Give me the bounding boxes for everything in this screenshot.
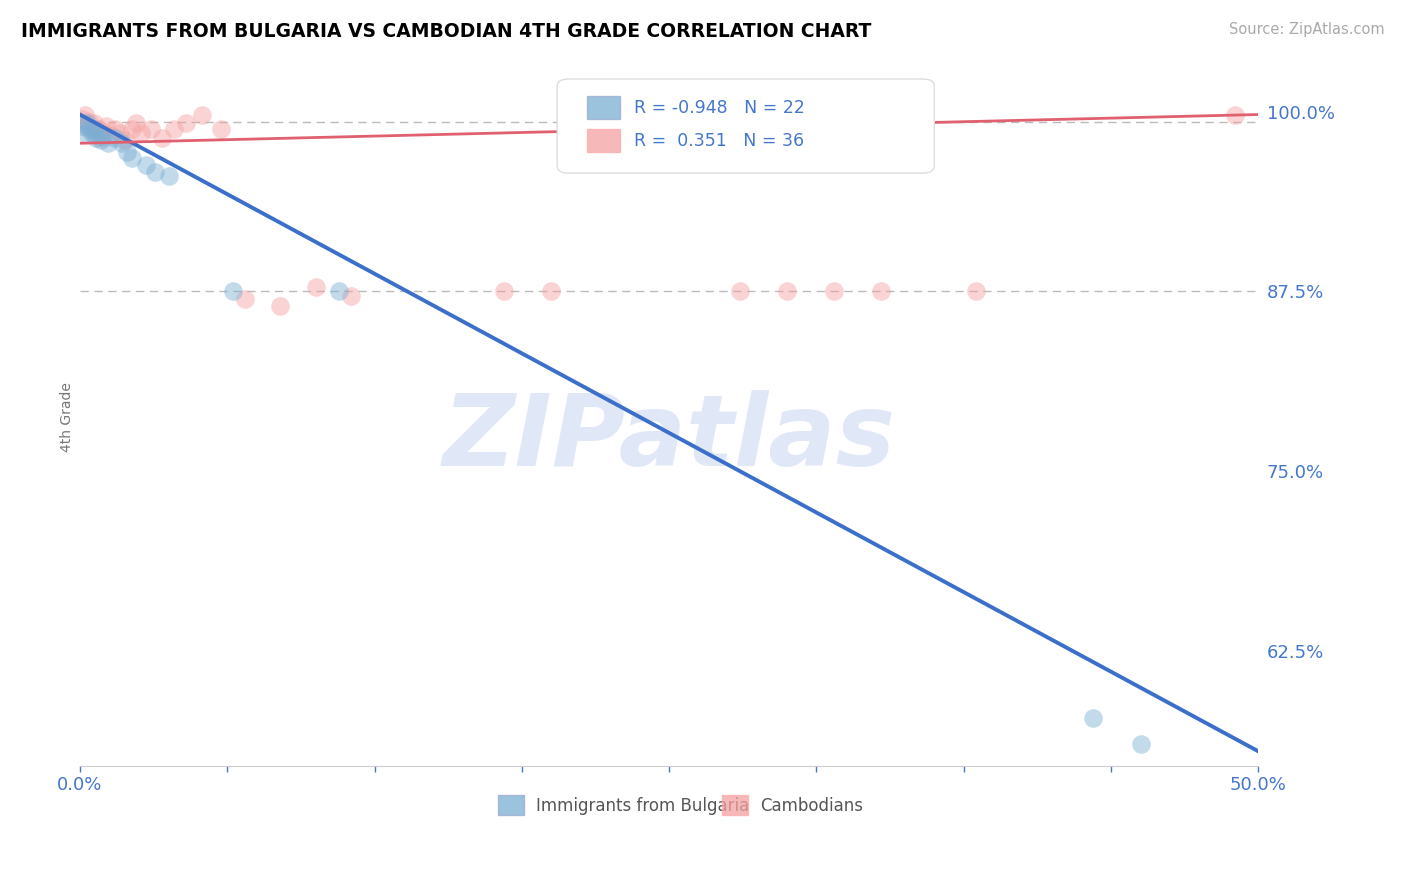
Point (222, 285, 245, 299)
Point (93, 125, 115, 139)
Point (1223, 107, 1246, 121)
Point (494, 285, 516, 299)
Point (86, 126, 108, 140)
Point (76, 116, 98, 130)
Point (159, 169, 181, 184)
Point (94, 119, 117, 133)
Point (80, 126, 103, 140)
Point (100, 129, 122, 144)
Text: R = -0.948   N = 22: R = -0.948 N = 22 (634, 99, 804, 117)
Point (83, 116, 105, 130)
Point (79, 114, 101, 128)
FancyBboxPatch shape (557, 79, 935, 173)
Point (965, 285, 987, 299)
Point (129, 126, 152, 140)
Point (776, 285, 799, 299)
Point (1083, 711, 1105, 725)
Point (269, 299, 291, 313)
Text: ZIPatlas: ZIPatlas (443, 390, 896, 486)
Point (108, 126, 131, 140)
Point (104, 130, 127, 145)
FancyBboxPatch shape (498, 795, 524, 814)
Point (150, 130, 173, 145)
Point (104, 122, 127, 136)
Point (870, 285, 893, 299)
Point (79, 122, 101, 136)
Point (174, 116, 197, 130)
Point (87, 126, 110, 140)
Point (90, 130, 112, 145)
Point (97, 136, 120, 151)
Point (728, 285, 751, 299)
Text: IMMIGRANTS FROM BULGARIA VS CAMBODIAN 4TH GRADE CORRELATION CHART: IMMIGRANTS FROM BULGARIA VS CAMBODIAN 4T… (21, 22, 872, 41)
Text: Immigrants from Bulgaria: Immigrants from Bulgaria (536, 797, 749, 815)
Point (111, 136, 134, 151)
Point (86, 130, 108, 145)
Point (163, 122, 186, 136)
Point (87, 122, 110, 136)
Point (90, 133, 112, 147)
Point (73, 126, 96, 140)
Point (139, 122, 162, 136)
Y-axis label: 4th Grade: 4th Grade (60, 382, 75, 452)
Point (143, 165, 166, 179)
Point (135, 158, 157, 172)
Text: Source: ZipAtlas.com: Source: ZipAtlas.com (1229, 22, 1385, 37)
Point (80, 122, 103, 136)
Point (1129, 737, 1152, 751)
Point (328, 285, 350, 299)
FancyBboxPatch shape (586, 129, 620, 153)
FancyBboxPatch shape (586, 96, 620, 120)
Point (823, 285, 845, 299)
Point (115, 145, 138, 159)
Point (121, 151, 143, 165)
Point (340, 288, 363, 302)
Point (93, 129, 115, 144)
Point (540, 285, 562, 299)
Point (125, 116, 148, 130)
Text: R =  0.351   N = 36: R = 0.351 N = 36 (634, 132, 804, 150)
Point (70, 112, 93, 126)
Point (76, 119, 98, 133)
Point (73, 107, 96, 121)
Point (209, 122, 232, 136)
Point (233, 292, 256, 306)
Point (304, 280, 326, 294)
FancyBboxPatch shape (723, 795, 748, 814)
Point (70, 119, 93, 133)
Point (83, 122, 105, 136)
Text: Cambodians: Cambodians (759, 797, 863, 815)
Point (191, 107, 214, 121)
Point (121, 122, 143, 136)
Point (114, 133, 136, 147)
